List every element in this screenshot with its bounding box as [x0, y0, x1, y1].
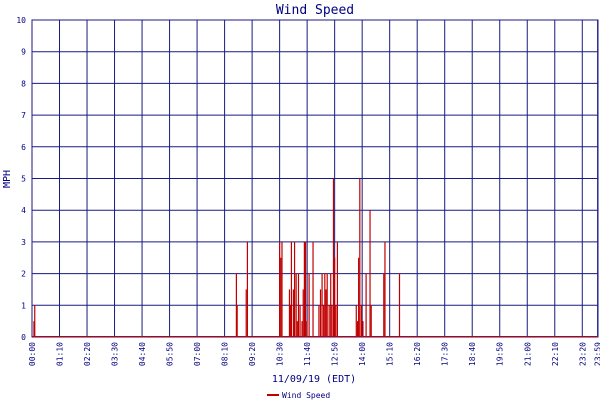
x-tick-label: 17:30	[441, 342, 450, 366]
x-tick-label: 19:50	[496, 342, 505, 366]
y-tick-label: 3	[21, 238, 26, 247]
x-tick-label: 10:30	[276, 342, 285, 366]
x-tick-label: 16:20	[413, 342, 422, 366]
x-tick-label: 22:10	[551, 342, 560, 366]
x-tick-label: 15:10	[386, 342, 395, 366]
x-tick-label: 18:40	[468, 342, 477, 366]
y-axis-label: MPH	[2, 170, 13, 188]
y-tick-label: 7	[21, 111, 26, 120]
x-tick-label: 04:40	[138, 342, 147, 366]
x-tick-label: 03:30	[111, 342, 120, 366]
legend: Wind Speed	[267, 391, 330, 400]
x-tick-label: 09:20	[248, 342, 257, 366]
y-tick-labels: 0 1 2 3 4 5 6 7 8 9 10	[16, 16, 26, 342]
x-tick-label: 23:20	[578, 342, 587, 366]
chart-title: Wind Speed	[276, 3, 354, 18]
y-tick-label: 10	[16, 16, 26, 25]
x-tick-label: 21:00	[523, 342, 532, 366]
bar-layer	[32, 178, 598, 337]
x-tick-label: 01:10	[56, 342, 65, 366]
legend-label: Wind Speed	[282, 391, 330, 400]
grid-layer	[31, 19, 599, 338]
y-tick-label: 1	[21, 301, 26, 310]
y-tick-label: 9	[21, 48, 26, 57]
x-tick-labels: 00:00 01:10 02:20 03:30 04:40 05:50 07:00 08:10…	[28, 342, 600, 366]
x-tick-label: 23:59	[594, 342, 600, 366]
y-tick-label: 6	[21, 143, 26, 152]
x-tick-label: 11:40	[303, 342, 312, 366]
x-tick-label: 07:00	[193, 342, 202, 366]
x-tick-label: 12:50	[331, 342, 340, 366]
y-tick-label: 8	[21, 79, 26, 88]
x-tick-label: 05:50	[166, 342, 175, 366]
y-tick-label: 5	[21, 175, 26, 184]
x-axis-label: 11/09/19 (EDT)	[272, 374, 356, 385]
x-tick-label: 00:00	[28, 342, 37, 366]
x-tick-label: 14:00	[358, 342, 367, 366]
x-tick-label: 08:10	[221, 342, 230, 366]
y-tick-label: 4	[21, 206, 26, 215]
y-tick-label: 2	[21, 270, 26, 279]
y-tick-label: 0	[21, 333, 26, 342]
x-tick-label: 02:20	[83, 342, 92, 366]
